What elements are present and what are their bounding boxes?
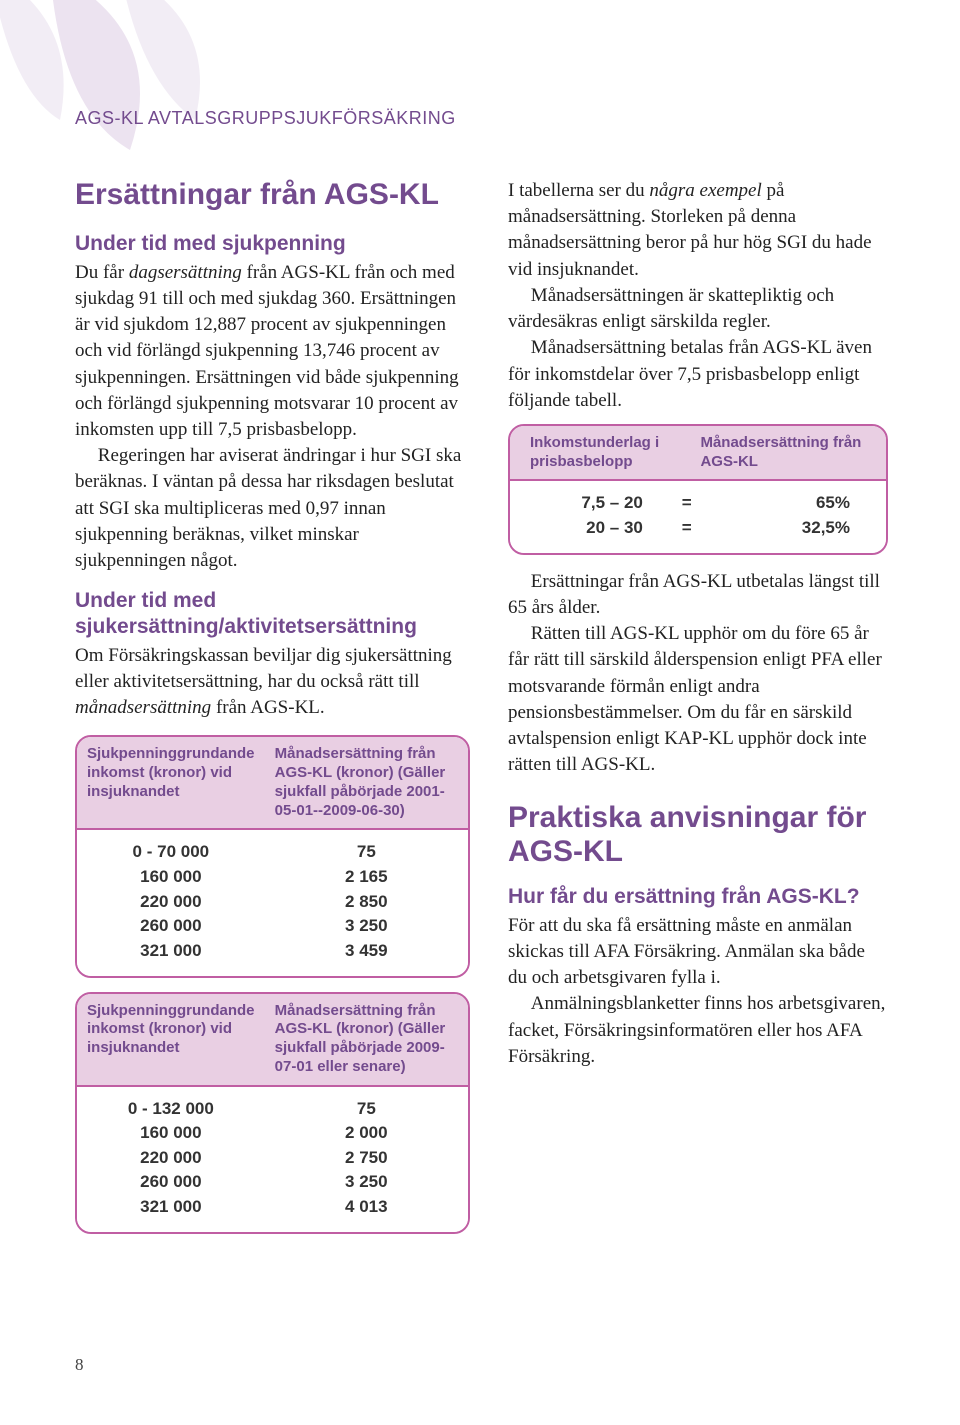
small-table-head-right: Månadsersättning från AGS-KL [690,426,886,480]
heading-hur: Hur får du ersättning från AGS-KL? [508,884,888,909]
cell-b: 2 750 [265,1146,468,1171]
cell-a: 220 000 [77,1146,265,1171]
section2-para1: Om Försäkringskassan beviljar dig sjuker… [75,643,470,722]
right-para7: Anmälningsblanketter finns hos arbetsgiv… [508,991,888,1070]
cell-a: 7,5 – 20 [510,491,653,516]
cell-a: 160 000 [77,865,265,890]
table-row: 321 0004 013 [77,1195,468,1220]
main-title: Ersättningar från AGS-KL [75,178,470,213]
table1-head-right: Månadsersättning från AGS-KL (kronor) (G… [265,737,468,828]
cell-b: 32,5% [721,516,886,541]
cell-a: 160 000 [77,1121,265,1146]
cell-b: 3 459 [265,939,468,964]
cell-b: 4 013 [265,1195,468,1220]
right-para6: För att du ska få ersättning måste en an… [508,913,888,992]
page-number: 8 [75,1355,84,1375]
compensation-table-2: Sjukpenninggrundande inkomst (kronor) vi… [75,992,470,1234]
page-header: AGS-KL AVTALSGRUPPSJUKFÖRSÄKRING [75,108,456,129]
leaf-decoration-icon [0,0,240,190]
cell-a: 0 - 70 000 [77,840,265,865]
cell-b: 75 [265,840,468,865]
income-table: Inkomstunderlag i prisbasbelopp Månadser… [508,424,888,555]
cell-b: 75 [265,1097,468,1122]
cell-a: 20 – 30 [510,516,653,541]
cell-eq: = [653,491,721,516]
right-para4: Ersättningar från AGS-KL utbetalas längs… [508,569,888,621]
cell-a: 220 000 [77,890,265,915]
cell-b: 2 000 [265,1121,468,1146]
table-row: 7,5 – 20=65% [510,491,886,516]
table-row: 220 0002 850 [77,890,468,915]
table-row: 260 0003 250 [77,914,468,939]
cell-b: 2 165 [265,865,468,890]
table-row: 0 - 70 00075 [77,840,468,865]
cell-b: 3 250 [265,914,468,939]
cell-b: 65% [721,491,886,516]
small-table-head-left: Inkomstunderlag i prisbasbelopp [510,426,690,480]
table-row: 160 0002 000 [77,1121,468,1146]
cell-b: 2 850 [265,890,468,915]
table-row: 220 0002 750 [77,1146,468,1171]
cell-a: 0 - 132 000 [77,1097,265,1122]
cell-a: 260 000 [77,1170,265,1195]
cell-eq: = [653,516,721,541]
right-para3: Månadsersättning betalas från AGS-KL äve… [508,335,888,414]
right-para5: Rätten till AGS-KL upphör om du före 65 … [508,621,888,778]
cell-a: 260 000 [77,914,265,939]
right-para1: I tabellerna ser du några exempel på mån… [508,178,888,283]
cell-a: 321 000 [77,1195,265,1220]
table-row: 160 0002 165 [77,865,468,890]
section-heading-sjukersattning: Under tid med sjukersättning/aktivitetse… [75,588,470,638]
section1-para1: Du får dagsersättning från AGS-KL från o… [75,260,470,444]
right-para2: Månadsersättningen är skattepliktig och … [508,283,888,335]
cell-b: 3 250 [265,1170,468,1195]
section-heading-sjukpenning: Under tid med sjukpenning [75,231,470,256]
table-row: 20 – 30=32,5% [510,516,886,541]
table1-head-left: Sjukpenninggrundande inkomst (kronor) vi… [77,737,265,828]
table-row: 321 0003 459 [77,939,468,964]
section1-para2: Regeringen har aviserat ändringar i hur … [75,443,470,574]
cell-a: 321 000 [77,939,265,964]
table-row: 0 - 132 00075 [77,1097,468,1122]
table-row: 260 0003 250 [77,1170,468,1195]
table2-head-left: Sjukpenninggrundande inkomst (kronor) vi… [77,994,265,1085]
compensation-table-1: Sjukpenninggrundande inkomst (kronor) vi… [75,735,470,977]
heading-praktiska: Praktiska anvisningar för AGS-KL [508,801,888,870]
table2-head-right: Månadsersättning från AGS-KL (kronor) (G… [265,994,468,1085]
